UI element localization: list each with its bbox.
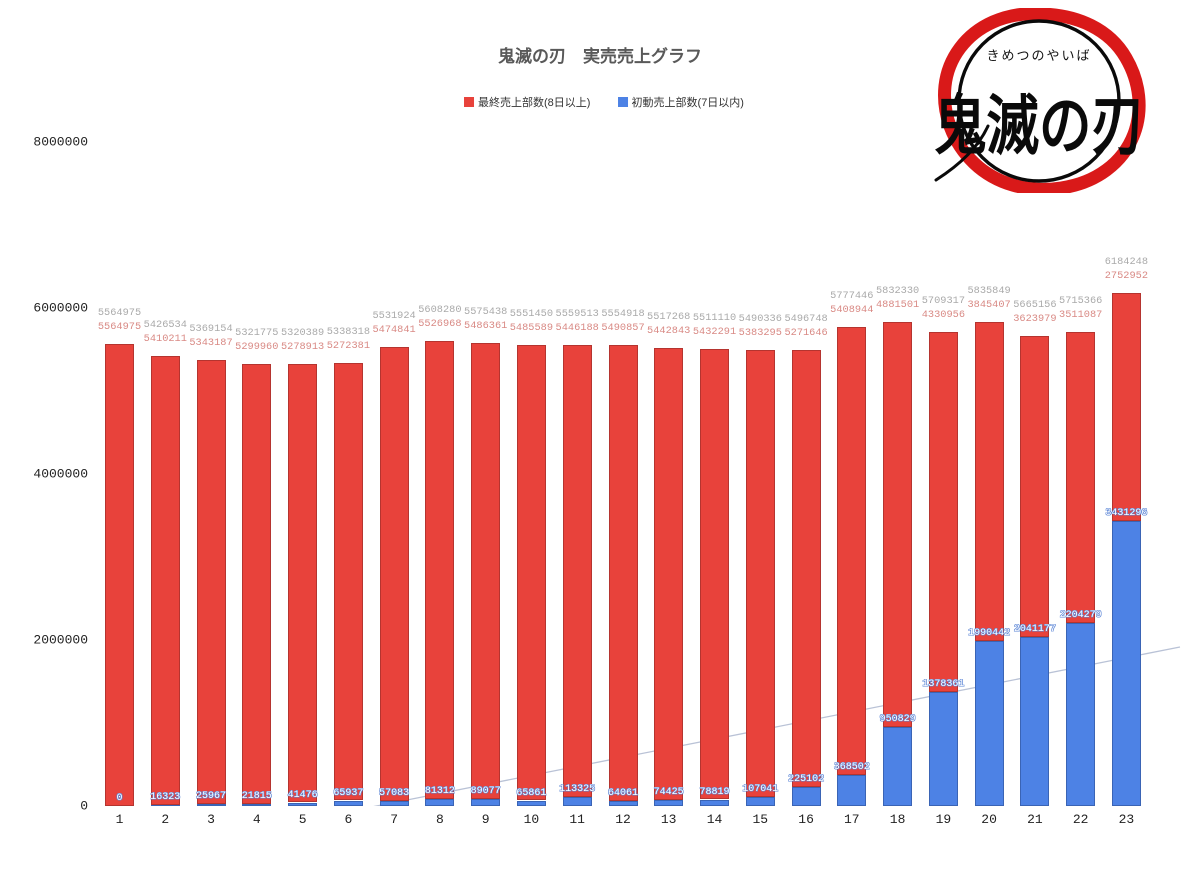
svg-text:きめつのやいば: きめつのやいば xyxy=(986,48,1091,63)
svg-text:鬼滅の刃: 鬼滅の刃 xyxy=(934,89,1144,162)
